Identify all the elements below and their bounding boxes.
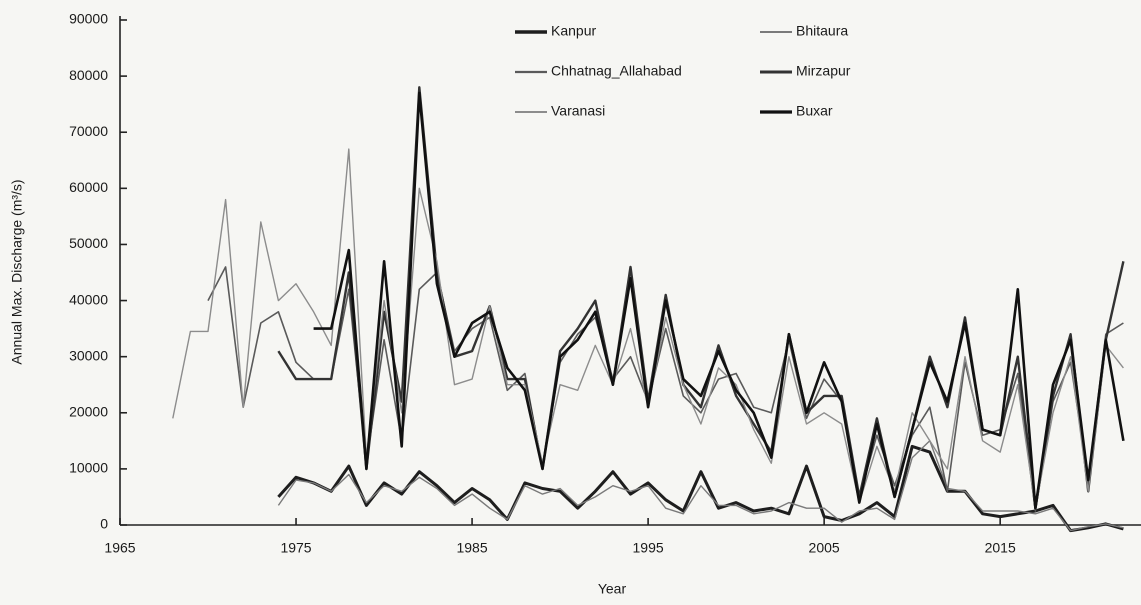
y-tick-label: 80000 (69, 67, 108, 83)
y-axis-label: Annual Max. Discharge (m³/s) (9, 179, 25, 364)
x-tick-label: 2005 (809, 540, 840, 556)
x-tick-label: 1985 (456, 540, 487, 556)
series-line (277, 444, 1124, 533)
y-tick-label: 60000 (69, 179, 108, 195)
y-tick-label: 20000 (69, 403, 108, 419)
y-tick-label: 0 (100, 516, 108, 532)
x-axis-label: Year (598, 581, 627, 597)
y-tick-label: 10000 (69, 460, 108, 476)
legend-label: Bhitaura (796, 23, 848, 39)
y-tick-label: 50000 (69, 235, 108, 251)
legend-label: Buxar (796, 103, 833, 119)
y-tick-label: 40000 (69, 291, 108, 307)
legend-label: Varanasi (551, 103, 605, 119)
y-tick-label: 70000 (69, 123, 108, 139)
x-tick-label: 1975 (280, 540, 311, 556)
legend-label: Mirzapur (796, 63, 851, 79)
x-tick-label: 1995 (633, 540, 664, 556)
x-tick-label: 2015 (985, 540, 1016, 556)
legend-label: Chhatnag_Allahabad (551, 63, 682, 79)
y-tick-label: 30000 (69, 347, 108, 363)
series-line (313, 91, 1125, 510)
legend-label: Kanpur (551, 23, 596, 39)
series-line (277, 440, 1124, 532)
y-tick-label: 90000 (69, 11, 108, 27)
x-tick-label: 1965 (104, 540, 135, 556)
